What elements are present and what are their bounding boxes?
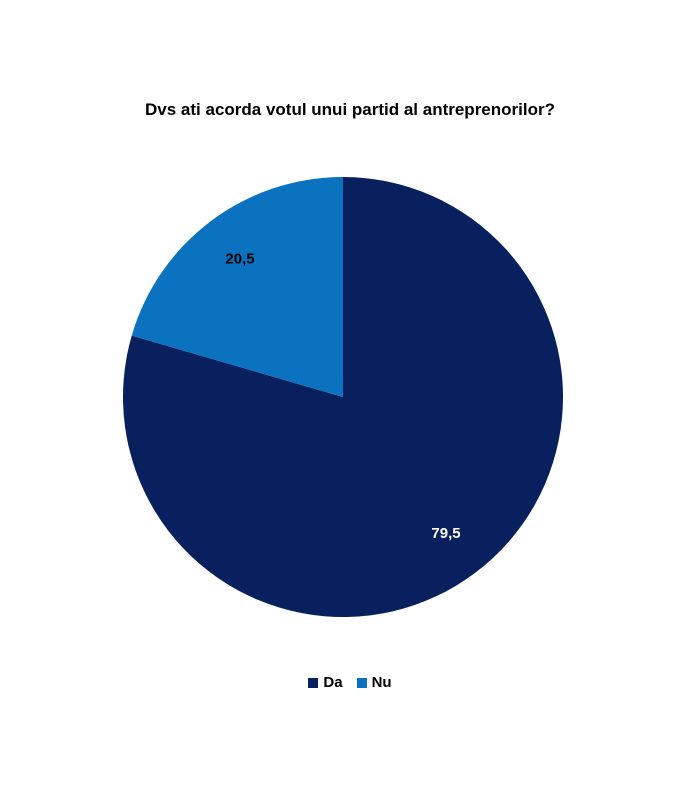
data-label-nu: 20,5: [225, 251, 254, 268]
legend-label-nu: Nu: [371, 674, 392, 691]
pie-slice-nu: [131, 177, 343, 397]
legend-item-da: Da: [308, 674, 343, 691]
chart-legend: Da Nu: [0, 674, 700, 691]
legend-swatch-da: [308, 677, 319, 688]
legend-label-da: Da: [323, 674, 343, 691]
data-label-da: 79,5: [431, 525, 460, 542]
chart-title: Dvs ati acorda votul unui partid al antr…: [145, 100, 555, 119]
legend-item-nu: Nu: [356, 674, 392, 691]
pie-slice-da: [122, 177, 563, 617]
legend-swatch-nu: [356, 677, 367, 688]
